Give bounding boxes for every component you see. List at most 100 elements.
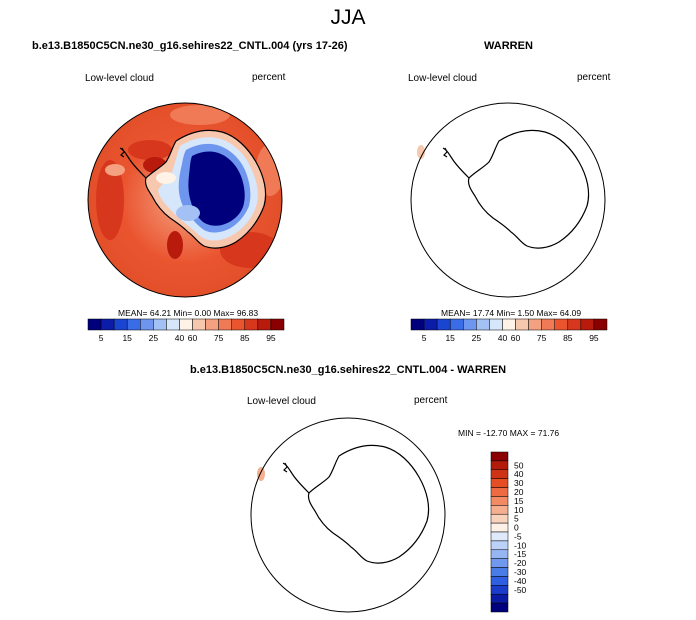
map1-interior-dark <box>188 151 245 226</box>
panel3-colorbar-swatch <box>490 460 509 471</box>
panel1-colorbar-swatch <box>153 318 167 331</box>
panel3-colorbar-tick-label: -5 <box>514 531 522 541</box>
panel2-colorbar-swatch <box>541 318 555 331</box>
panel2-colorbar-tick-label: 95 <box>589 333 599 343</box>
panel1-colorbar-tick-label: 40 <box>175 333 185 343</box>
panel2-colorbar-tick-label: 40 <box>498 333 508 343</box>
panel1-colorbar-swatch <box>257 318 272 331</box>
map1-ross-shelf <box>176 205 200 221</box>
panel1-colorbar-swatch <box>244 318 259 331</box>
panel3-colorbar-swatch <box>490 478 509 488</box>
panel3-colorbar-swatch <box>490 558 509 568</box>
panel3-colorbar-swatch <box>490 522 509 533</box>
panel2-colorbar-swatch <box>463 318 477 331</box>
panel3-colorbar-tick-label: 20 <box>514 487 524 497</box>
panel2-colorbar-tick-label: 15 <box>445 333 455 343</box>
map3-coastline <box>282 444 430 564</box>
panel3-colorbar-tick-label: 10 <box>514 505 524 515</box>
panel2-colorbar-swatch <box>436 318 451 331</box>
panel1-colorbar-tick-label: 5 <box>99 333 104 343</box>
map2-background <box>411 103 605 297</box>
panel1-colorbar-tick-label: 25 <box>149 333 159 343</box>
panel2-left-label: Low-level cloud <box>408 73 477 84</box>
panel1-title: b.e13.B1850C5CN.ne30_g16.sehires22_CNTL.… <box>32 40 348 52</box>
panel2-title: WARREN <box>484 40 533 52</box>
panel3-colorbar-swatch <box>490 451 509 462</box>
panel1-stats: MEAN= 64.21 Min= 0.00 Max= 96.83 <box>118 308 259 318</box>
panel1-colorbar-swatch <box>218 318 232 331</box>
panel1-colorbar: 5 15 25 40 60 75 85 95 <box>87 318 285 343</box>
panel3-colorbar-tick-label: -50 <box>514 585 527 595</box>
panel3-minmax: MIN = -12.70 MAX = 71.76 <box>458 428 560 438</box>
map2 <box>410 102 606 298</box>
panel2-colorbar-swatch <box>554 318 569 331</box>
panel3-colorbar-tick-label: -15 <box>514 549 527 559</box>
panel2-colorbar-swatch <box>567 318 582 331</box>
panel1-right-label: percent <box>252 72 286 83</box>
panel1-colorbar-tick-label: 15 <box>122 333 132 343</box>
panel2-stats: MEAN= 17.74 Min= 1.50 Max= 64.09 <box>441 308 582 318</box>
panel2-colorbar-swatch <box>502 318 516 331</box>
page-title: JJA <box>330 6 366 29</box>
panel2-colorbar-swatch <box>580 318 595 331</box>
panel1-colorbar-swatch <box>87 318 102 331</box>
panel1-colorbar-swatch <box>166 318 180 331</box>
panel1-colorbar-swatch <box>140 318 154 331</box>
panel1-colorbar-swatch <box>126 318 141 331</box>
panel3-colorbar-tick-label: -30 <box>514 567 527 577</box>
panel3-colorbar-swatch <box>490 576 509 586</box>
panel1-colorbar-swatch <box>179 318 193 331</box>
panel3-colorbar-swatch <box>490 513 509 524</box>
panel3-colorbar-tick-label: -40 <box>514 576 527 586</box>
panel3-colorbar-swatch <box>490 585 509 595</box>
panel3-colorbar-swatch <box>490 487 509 497</box>
map2-border <box>410 102 606 298</box>
panel3-colorbar-swatch <box>490 540 509 551</box>
map3-border <box>250 417 446 613</box>
panel1-colorbar-tick-label: 60 <box>188 333 198 343</box>
panel3-colorbar-swatch <box>490 505 509 515</box>
panel1-left-label: Low-level cloud <box>85 73 154 84</box>
map1 <box>88 103 282 297</box>
panel3-colorbar-tick-label: 5 <box>514 514 519 524</box>
panel3-colorbar-swatch <box>490 496 509 506</box>
panel3-colorbar-tick-label: 40 <box>514 469 524 479</box>
panel2-colorbar-tick-label: 60 <box>511 333 521 343</box>
panel1-colorbar-swatch <box>192 318 206 331</box>
panel1-colorbar-swatch <box>205 318 219 331</box>
panel2-right-label: percent <box>577 72 611 83</box>
panel2-colorbar-swatch <box>476 318 490 331</box>
map3-background <box>251 418 445 612</box>
panel1-colorbar-tick-label: 95 <box>266 333 276 343</box>
panel2-colorbar-tick-label: 85 <box>563 333 573 343</box>
panel2-colorbar: 5 15 25 40 60 75 85 95 <box>410 318 608 343</box>
panel2-colorbar-swatch <box>410 318 425 331</box>
panel1-colorbar-swatch <box>231 318 246 331</box>
panel2-colorbar-swatch <box>515 318 529 331</box>
panel3-colorbar-swatch <box>490 549 509 559</box>
panel3-left-label: Low-level cloud <box>247 396 316 407</box>
panel2-colorbar-swatch <box>528 318 542 331</box>
panel3-title: b.e13.B1850C5CN.ne30_g16.sehires22_CNTL.… <box>189 364 507 376</box>
panel1-colorbar-swatch <box>270 318 285 331</box>
panel3-colorbar-tick-label: 15 <box>514 496 524 506</box>
panel3-colorbar-swatch <box>490 469 509 479</box>
panel3-colorbar-tick-label: 50 <box>514 460 524 470</box>
map2-patch <box>417 145 425 159</box>
panel3-colorbar-swatch <box>490 593 509 604</box>
panel1-colorbar-swatch <box>100 318 115 331</box>
panel2-colorbar-tick-label: 75 <box>537 333 547 343</box>
map1-border <box>87 102 283 298</box>
panel1-colorbar-tick-label: 85 <box>240 333 250 343</box>
panel3-right-label: percent <box>414 395 448 406</box>
map2-coastline <box>442 129 590 249</box>
panel3-colorbar-swatch <box>490 602 509 613</box>
panel3-colorbar-tick-label: -20 <box>514 558 527 568</box>
panel2-colorbar-swatch <box>489 318 503 331</box>
panel2-colorbar-swatch <box>593 318 608 331</box>
panel3-colorbar-swatch <box>490 567 509 577</box>
panel3-colorbar-tick-label: 0 <box>514 523 519 533</box>
panel3-colorbar-swatch <box>490 531 509 542</box>
